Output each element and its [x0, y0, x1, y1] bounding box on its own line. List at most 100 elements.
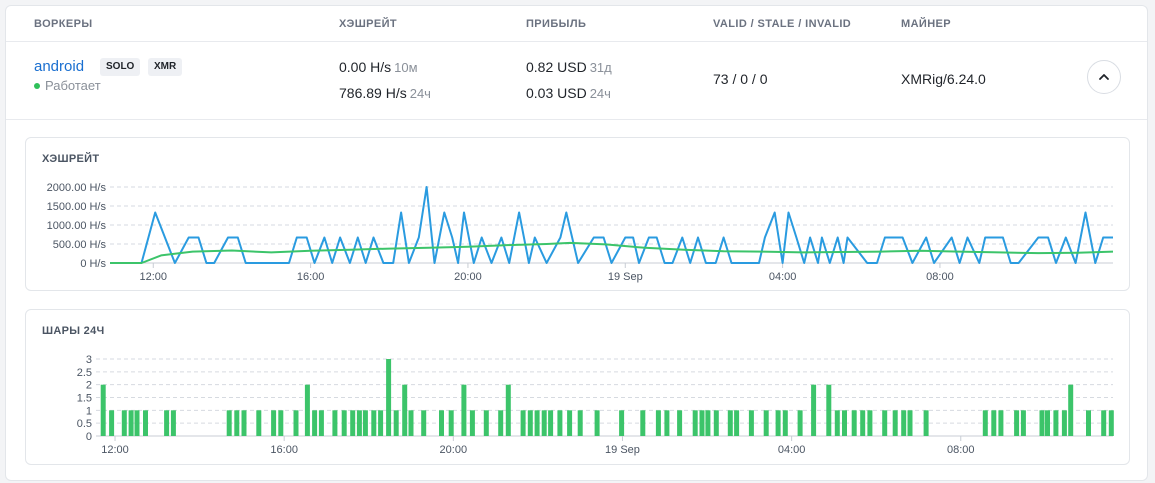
shares-bar[interactable]: [527, 410, 533, 436]
shares-bar[interactable]: [461, 384, 467, 436]
shares-bar[interactable]: [548, 410, 554, 436]
shares-bar[interactable]: [505, 384, 511, 436]
shares-bar[interactable]: [121, 410, 127, 436]
shares-bar[interactable]: [356, 410, 362, 436]
shares-bar[interactable]: [534, 410, 540, 436]
shares-bar[interactable]: [640, 410, 646, 436]
shares-bar[interactable]: [371, 410, 377, 436]
shares-bar[interactable]: [402, 384, 408, 436]
shares-bar[interactable]: [763, 410, 769, 436]
shares-bar[interactable]: [1020, 410, 1026, 436]
shares-bar[interactable]: [557, 410, 563, 436]
shares-bar[interactable]: [271, 410, 277, 436]
shares-bar[interactable]: [892, 410, 898, 436]
shares-bar[interactable]: [851, 410, 857, 436]
shares-bar[interactable]: [811, 384, 817, 436]
header-miner[interactable]: МАЙНЕР: [901, 18, 952, 30]
shares-bar[interactable]: [1068, 384, 1074, 436]
shares-bar[interactable]: [577, 410, 583, 436]
shares-bar[interactable]: [170, 410, 176, 436]
shares-bar[interactable]: [143, 410, 148, 436]
shares-bar[interactable]: [619, 410, 625, 436]
shares-bar[interactable]: [1061, 410, 1067, 436]
shares-bar[interactable]: [664, 410, 670, 436]
shares-bar[interactable]: [520, 410, 526, 436]
shares-bar[interactable]: [256, 410, 262, 436]
shares-bar[interactable]: [278, 410, 284, 436]
hashrate-series-line-1[interactable]: [110, 241, 1114, 264]
shares-bar[interactable]: [867, 410, 873, 436]
shares-bar[interactable]: [907, 410, 913, 436]
shares-bar[interactable]: [293, 410, 299, 436]
shares-bar[interactable]: [448, 410, 454, 436]
shares-bar[interactable]: [1045, 410, 1050, 436]
shares-bar[interactable]: [834, 410, 840, 436]
shares-bar[interactable]: [692, 410, 698, 436]
shares-bar[interactable]: [982, 410, 988, 436]
shares-bar[interactable]: [109, 410, 115, 436]
header-hashrate[interactable]: ХЭШРЕЙТ: [339, 18, 398, 30]
shares-bar[interactable]: [991, 410, 997, 436]
shares-bar[interactable]: [842, 410, 847, 436]
worker-name-link[interactable]: android: [34, 58, 85, 75]
shares-bar[interactable]: [655, 410, 661, 436]
shares-bar[interactable]: [386, 359, 392, 436]
shares-bar[interactable]: [797, 410, 803, 436]
shares-bar[interactable]: [734, 410, 740, 436]
shares-bar[interactable]: [100, 384, 106, 436]
header-profit[interactable]: ПРИБЫЛЬ: [526, 18, 587, 30]
worker-row[interactable]: android SOLO XMR Работает 0.00 H/s 10м 78…: [6, 42, 1147, 120]
shares-bar[interactable]: [408, 410, 414, 436]
shares-chart-title: ШАРЫ 24Ч: [42, 325, 105, 337]
shares-bar[interactable]: [241, 410, 247, 436]
shares-bar[interactable]: [362, 410, 368, 436]
shares-bar[interactable]: [128, 410, 134, 436]
hashrate-series-line-0[interactable]: [110, 186, 1113, 264]
shares-bar[interactable]: [469, 410, 475, 436]
shares-bar[interactable]: [439, 410, 444, 436]
shares-bar[interactable]: [483, 410, 489, 436]
shares-bar[interactable]: [1014, 410, 1020, 436]
shares-bar[interactable]: [748, 410, 754, 436]
shares-bar[interactable]: [312, 410, 318, 436]
shares-bar[interactable]: [860, 410, 866, 436]
shares-bar[interactable]: [164, 410, 170, 436]
shares-bar[interactable]: [350, 410, 356, 436]
header-shares[interactable]: VALID / STALE / INVALID: [713, 18, 852, 30]
shares-bar[interactable]: [1053, 410, 1059, 436]
shares-bar[interactable]: [699, 410, 705, 436]
shares-bar[interactable]: [234, 410, 240, 436]
shares-bar[interactable]: [421, 410, 427, 436]
shares-bar[interactable]: [775, 410, 781, 436]
shares-bar[interactable]: [901, 410, 907, 436]
shares-bar[interactable]: [304, 384, 310, 436]
shares-bar[interactable]: [318, 410, 324, 436]
shares-bar[interactable]: [378, 410, 384, 436]
shares-bar[interactable]: [594, 410, 600, 436]
shares-bar[interactable]: [1108, 410, 1114, 436]
shares-bar[interactable]: [332, 410, 338, 436]
shares-bar[interactable]: [541, 410, 547, 436]
shares-bar[interactable]: [393, 410, 399, 436]
shares-bar[interactable]: [567, 410, 573, 436]
shares-bar[interactable]: [705, 410, 711, 436]
shares-bar[interactable]: [882, 410, 888, 436]
collapse-button[interactable]: [1087, 60, 1121, 94]
shares-bar[interactable]: [727, 410, 733, 436]
shares-bar[interactable]: [498, 410, 504, 436]
shares-bar[interactable]: [923, 410, 929, 436]
shares-bar[interactable]: [713, 410, 719, 436]
shares-bar[interactable]: [782, 410, 788, 436]
shares-bar[interactable]: [1039, 410, 1045, 436]
shares-bar[interactable]: [1101, 410, 1107, 436]
shares-bar[interactable]: [1086, 410, 1091, 436]
shares-chart[interactable]: 00.511.522.53 12:00 16:00 20:00 19 Sep 04:00 0…: [26, 310, 1131, 466]
shares-bar[interactable]: [826, 384, 832, 436]
shares-bar[interactable]: [341, 410, 347, 436]
shares-bar[interactable]: [998, 410, 1004, 436]
shares-bar[interactable]: [134, 410, 140, 436]
shares-bar[interactable]: [226, 410, 232, 436]
hashrate-x-tick-label: 12:00: [140, 271, 168, 283]
hashrate-chart[interactable]: 0 H/s 500.00 H/s 1000.00 H/s 1500.00 H/s 200…: [26, 138, 1131, 292]
shares-bar[interactable]: [677, 410, 683, 436]
